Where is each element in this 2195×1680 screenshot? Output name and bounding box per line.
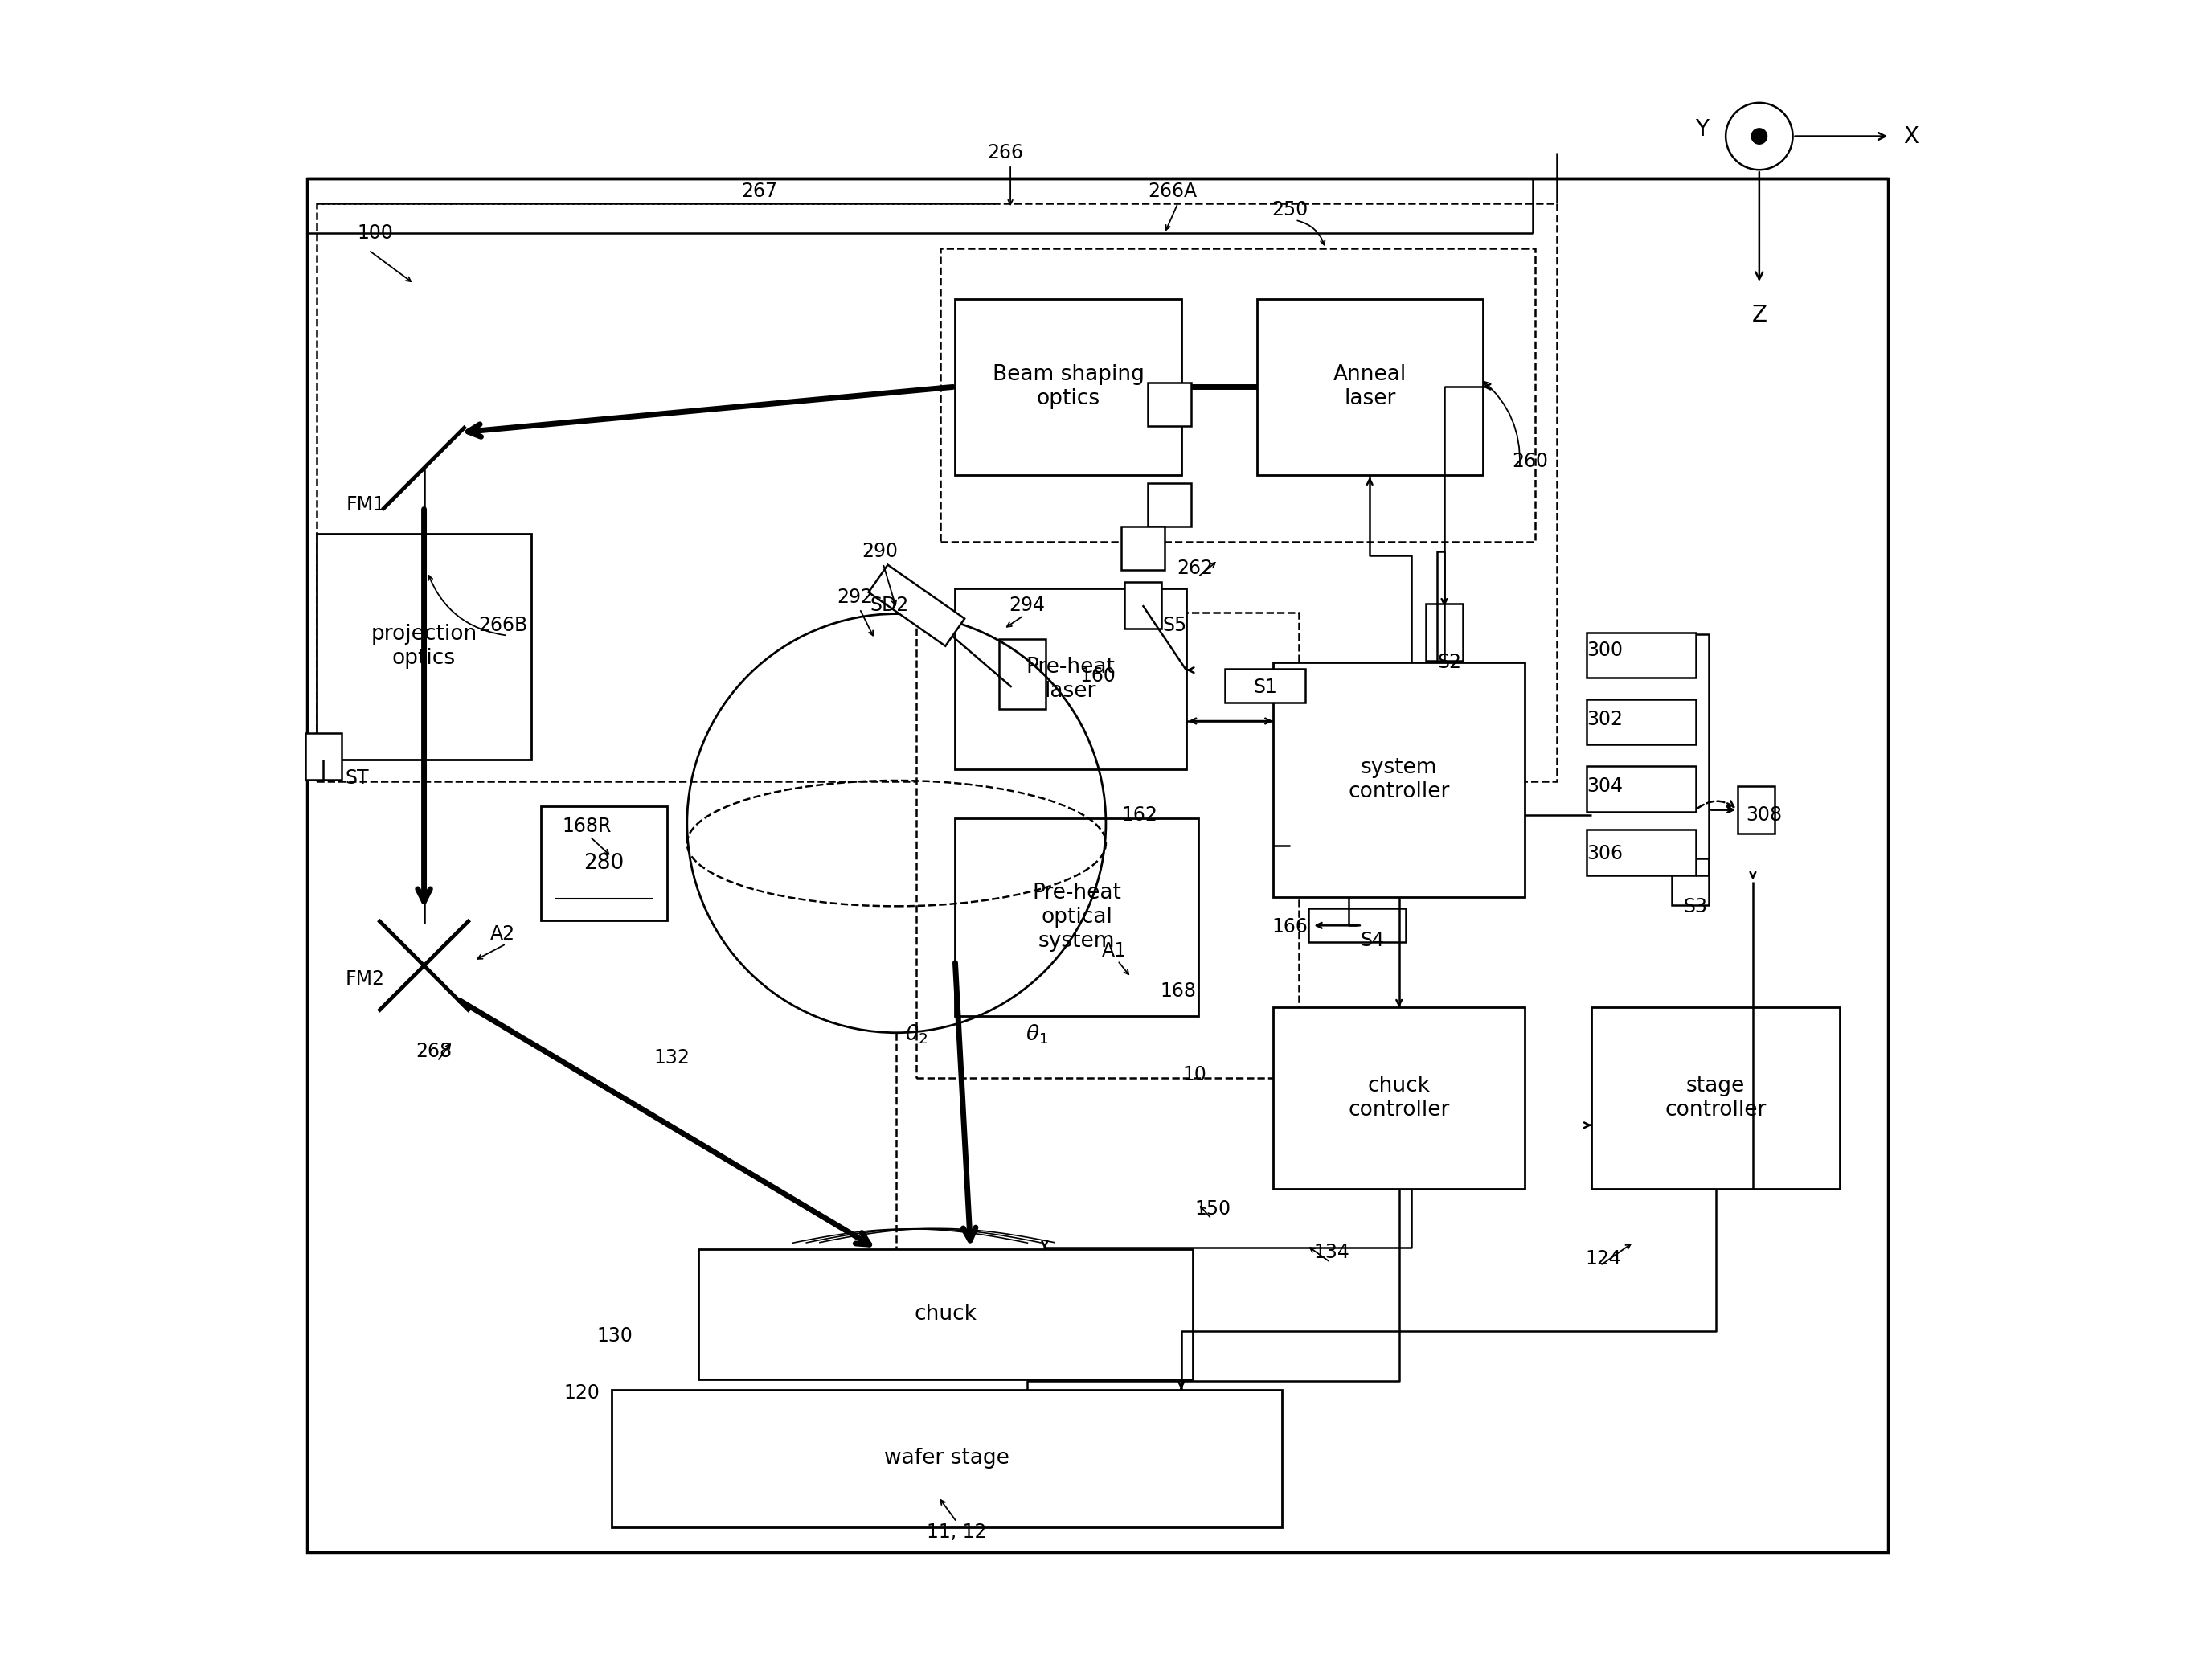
FancyBboxPatch shape [1673,858,1710,906]
Text: chuck
controller: chuck controller [1348,1075,1451,1121]
Text: 132: 132 [654,1048,689,1067]
FancyBboxPatch shape [612,1389,1282,1527]
FancyBboxPatch shape [1587,766,1695,811]
Text: 280: 280 [584,853,623,874]
Text: 124: 124 [1585,1250,1622,1268]
Text: S5: S5 [1163,617,1187,635]
FancyBboxPatch shape [1273,662,1526,897]
Text: Z: Z [1752,304,1767,326]
Text: $\theta_1$: $\theta_1$ [1025,1023,1049,1047]
FancyBboxPatch shape [999,638,1045,709]
Text: 292: 292 [836,588,874,606]
Text: wafer stage: wafer stage [885,1448,1010,1468]
Text: 266A: 266A [1148,181,1198,202]
Text: 268: 268 [415,1042,452,1060]
Text: Pre-heat
laser: Pre-heat laser [1025,657,1115,702]
FancyBboxPatch shape [955,818,1198,1016]
Text: 168: 168 [1159,981,1196,1001]
Text: 302: 302 [1587,709,1624,729]
Text: 304: 304 [1587,776,1624,796]
FancyBboxPatch shape [1124,581,1161,628]
Text: 166: 166 [1273,917,1308,937]
FancyBboxPatch shape [1308,909,1405,942]
Text: ST: ST [345,768,369,788]
Text: 150: 150 [1194,1200,1231,1218]
FancyBboxPatch shape [1273,1008,1526,1188]
Text: 250: 250 [1271,200,1308,220]
Text: 294: 294 [1010,596,1045,615]
Text: chuck: chuck [915,1304,977,1324]
Text: system
controller: system controller [1348,758,1451,801]
Circle shape [1752,128,1767,144]
FancyBboxPatch shape [955,588,1185,769]
Text: S3: S3 [1684,897,1708,917]
Text: Pre-heat
optical
system: Pre-heat optical system [1032,882,1122,951]
Text: 290: 290 [863,543,898,561]
Text: 130: 130 [597,1326,632,1346]
Text: projection
optics: projection optics [371,623,476,669]
FancyBboxPatch shape [1122,526,1166,570]
FancyBboxPatch shape [918,612,1299,1079]
Text: A2: A2 [489,924,516,944]
Text: S2: S2 [1438,654,1462,672]
Polygon shape [869,564,964,647]
Text: 11, 12: 11, 12 [926,1522,988,1542]
Text: A1: A1 [1102,941,1126,961]
FancyBboxPatch shape [542,806,667,921]
FancyBboxPatch shape [316,203,1556,781]
FancyBboxPatch shape [1148,484,1192,526]
Text: Beam shaping
optics: Beam shaping optics [992,365,1144,410]
FancyBboxPatch shape [316,533,531,759]
FancyBboxPatch shape [698,1248,1194,1379]
Text: 266: 266 [988,143,1023,163]
FancyBboxPatch shape [1587,699,1695,744]
FancyBboxPatch shape [1587,830,1695,875]
FancyBboxPatch shape [939,249,1534,541]
Text: S4: S4 [1361,931,1385,951]
Text: 266B: 266B [479,617,527,635]
Text: 168R: 168R [562,816,610,837]
FancyBboxPatch shape [307,178,1888,1552]
FancyBboxPatch shape [1738,786,1774,833]
Text: 308: 308 [1747,805,1782,825]
Text: FM2: FM2 [345,969,384,990]
FancyBboxPatch shape [1225,669,1306,702]
FancyBboxPatch shape [1258,299,1484,475]
Text: FM1: FM1 [347,496,384,514]
FancyBboxPatch shape [1591,1008,1839,1188]
Text: 120: 120 [564,1383,599,1403]
Text: 134: 134 [1315,1243,1350,1262]
Text: 300: 300 [1587,642,1624,660]
FancyBboxPatch shape [955,299,1181,475]
Text: 162: 162 [1122,805,1157,825]
Text: X: X [1903,124,1918,148]
Text: 306: 306 [1587,843,1624,864]
Text: 160: 160 [1080,667,1115,685]
Text: SD2: SD2 [871,596,909,615]
Text: 260: 260 [1512,452,1547,470]
FancyBboxPatch shape [1587,632,1695,677]
FancyBboxPatch shape [1148,383,1192,427]
Text: $\theta_2$: $\theta_2$ [904,1023,928,1047]
FancyBboxPatch shape [305,732,342,780]
Text: 10: 10 [1183,1065,1207,1084]
Text: Y: Y [1695,118,1710,141]
Text: 100: 100 [358,223,393,244]
Text: S1: S1 [1253,679,1277,697]
Text: 267: 267 [742,181,777,202]
FancyBboxPatch shape [1427,603,1462,660]
Text: stage
controller: stage controller [1666,1075,1767,1121]
Text: Anneal
laser: Anneal laser [1332,365,1407,410]
Text: 262: 262 [1177,559,1214,578]
